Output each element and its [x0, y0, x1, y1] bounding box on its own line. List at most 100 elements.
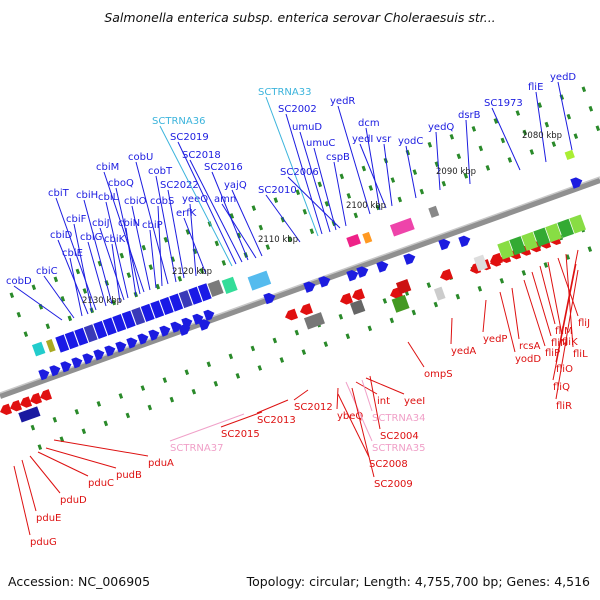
reverse-gene-arrow	[20, 396, 33, 408]
tick-mark	[449, 133, 455, 140]
gene-label-fliP: fliP	[545, 348, 560, 359]
gene-label-line	[293, 389, 309, 401]
gene-label-line	[337, 393, 370, 458]
tick-mark	[191, 388, 197, 395]
forward-gene-arrow	[93, 349, 105, 361]
forward-gene-block	[83, 324, 98, 343]
tick-mark	[273, 197, 279, 204]
gene-label-line	[157, 205, 163, 287]
reverse-gene-arrow	[352, 288, 365, 301]
gene-label-SCTRNA37: SCTRNA37	[170, 443, 223, 454]
tick-mark	[324, 200, 330, 207]
forward-gene-arrow	[104, 345, 116, 357]
gene-label-SC2004: SC2004	[380, 431, 419, 442]
forward-gene-block	[74, 327, 89, 346]
forward-gene-block	[362, 231, 373, 244]
tick-mark	[229, 213, 235, 219]
tick-mark	[543, 262, 549, 268]
gene-label-SC2015: SC2015	[221, 429, 260, 440]
tick-mark	[433, 301, 439, 308]
tick-mark	[287, 236, 293, 242]
tick-mark	[521, 270, 527, 276]
gene-label-line	[407, 341, 425, 368]
gene-label-fliJ: fliJ	[578, 318, 590, 329]
tick-mark	[478, 145, 484, 152]
tick-mark	[184, 369, 190, 376]
gene-label-SC2010: SC2010	[258, 185, 297, 196]
reverse-gene-arrow	[10, 399, 23, 412]
gene-label-line	[405, 145, 417, 199]
forward-gene-arrow	[303, 281, 316, 293]
gene-label-cbiD: cbiD	[50, 230, 73, 241]
gene-label-yedQ: yedQ	[428, 122, 454, 133]
tick-mark	[309, 228, 315, 235]
tick-mark	[581, 86, 587, 93]
gene-label-line	[13, 465, 31, 536]
gene-label-amn: amn	[214, 194, 236, 205]
gene-label-line	[365, 377, 405, 395]
reverse-gene-blocks	[0, 214, 587, 423]
gene-label-pduD: pduD	[60, 495, 87, 506]
forward-gene-arrow	[198, 319, 211, 331]
gene-label-line	[369, 375, 381, 430]
gene-label-line	[361, 379, 373, 412]
gene-label-line	[256, 399, 289, 414]
forward-gene-block	[207, 279, 224, 297]
tick-mark	[140, 385, 146, 391]
tick-mark	[455, 293, 461, 300]
tick-mark	[126, 272, 132, 278]
gene-label-rcsA: rcsA	[519, 341, 541, 352]
gene-label-line	[169, 413, 245, 442]
tick-mark	[588, 105, 594, 112]
tick-mark	[272, 337, 278, 344]
gene-label-SC2019: SC2019	[170, 132, 209, 143]
kbp-tick-label: 2090 kbp	[436, 167, 476, 177]
gene-label-yedP: yedP	[483, 334, 507, 345]
reverse-gene-block	[349, 299, 366, 315]
tick-mark	[23, 331, 29, 338]
tick-mark	[169, 396, 175, 403]
gene-label-line	[535, 91, 547, 163]
gene-label-line	[465, 119, 471, 185]
forward-gene-block	[159, 296, 174, 316]
forward-gene-block	[31, 341, 46, 357]
gene-label-line	[351, 387, 375, 478]
gene-label-pduG: pduG	[30, 537, 57, 548]
tick-mark	[162, 377, 168, 383]
tick-mark	[353, 212, 359, 219]
gene-label-line	[105, 201, 129, 299]
gene-label-cbiF: cbiF	[66, 214, 87, 225]
forward-gene-arrow	[49, 365, 61, 377]
reverse-gene-block	[545, 223, 563, 243]
gene-label-line	[435, 131, 441, 191]
tick-mark	[228, 353, 234, 360]
gene-label-line	[189, 159, 243, 263]
forward-gene-block	[150, 300, 165, 319]
tick-mark	[148, 264, 154, 271]
gene-label-cbiM: cbiM	[96, 162, 119, 173]
tick-mark	[60, 295, 66, 302]
tick-mark	[155, 283, 161, 290]
tick-mark	[280, 216, 286, 223]
tick-mark	[507, 157, 513, 163]
tick-mark	[295, 189, 301, 196]
tick-mark	[397, 196, 403, 203]
reverse-gene-arrow	[300, 303, 313, 316]
backbone-line	[0, 177, 600, 399]
gene-label-line	[43, 275, 75, 319]
gene-label-cbiJ: cbiJ	[92, 218, 110, 229]
forward-gene-arrow	[376, 261, 389, 273]
gene-label-SC1973: SC1973	[484, 98, 523, 109]
forward-gene-block	[131, 307, 146, 326]
forward-gene-block	[564, 149, 575, 161]
tick-mark	[323, 341, 329, 348]
tick-mark	[346, 193, 352, 199]
gene-label-line	[111, 243, 121, 303]
tick-mark	[339, 173, 345, 180]
gene-label-SC2002: SC2002	[278, 104, 317, 115]
gene-label-SC2022: SC2022	[160, 180, 199, 191]
tick-mark	[368, 185, 374, 191]
reverse-gene-arrow	[285, 308, 298, 321]
tick-mark	[235, 372, 241, 379]
